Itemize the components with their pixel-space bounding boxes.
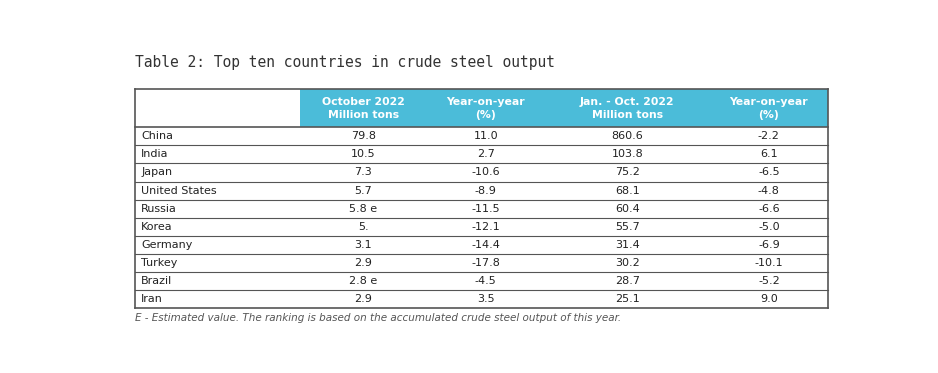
Text: 9.0: 9.0 — [760, 294, 778, 304]
Text: 2.9: 2.9 — [355, 294, 372, 304]
Text: 30.2: 30.2 — [615, 257, 640, 267]
Text: 3.1: 3.1 — [355, 239, 372, 250]
Text: -5.2: -5.2 — [758, 276, 779, 286]
Text: E - Estimated value. The ranking is based on the accumulated crude steel output : E - Estimated value. The ranking is base… — [135, 313, 622, 323]
Text: 103.8: 103.8 — [612, 150, 643, 160]
Text: 79.8: 79.8 — [351, 131, 375, 141]
Text: -6.5: -6.5 — [758, 167, 779, 178]
Text: 2.8 e: 2.8 e — [349, 276, 377, 286]
Text: 55.7: 55.7 — [615, 222, 640, 232]
Text: -10.6: -10.6 — [471, 167, 500, 178]
Text: 3.5: 3.5 — [477, 294, 494, 304]
Text: 68.1: 68.1 — [615, 185, 640, 195]
Text: Russia: Russia — [142, 204, 177, 213]
Text: -14.4: -14.4 — [471, 239, 500, 250]
Text: 2.7: 2.7 — [477, 150, 494, 160]
Text: -8.9: -8.9 — [475, 185, 496, 195]
Text: China: China — [142, 131, 174, 141]
Text: -4.5: -4.5 — [475, 276, 496, 286]
Text: Year-on-year
(%): Year-on-year (%) — [730, 97, 809, 120]
Text: United States: United States — [142, 185, 217, 195]
Text: 25.1: 25.1 — [615, 294, 640, 304]
Text: Turkey: Turkey — [142, 257, 177, 267]
Text: 10.5: 10.5 — [351, 150, 375, 160]
Text: 60.4: 60.4 — [615, 204, 640, 213]
Text: India: India — [142, 150, 169, 160]
Text: Brazil: Brazil — [142, 276, 173, 286]
Text: Iran: Iran — [142, 294, 163, 304]
Text: -11.5: -11.5 — [471, 204, 500, 213]
Text: Korea: Korea — [142, 222, 173, 232]
Text: 5.7: 5.7 — [355, 185, 372, 195]
Text: -2.2: -2.2 — [758, 131, 779, 141]
Text: 31.4: 31.4 — [615, 239, 640, 250]
Text: Table 2: Top ten countries in crude steel output: Table 2: Top ten countries in crude stee… — [135, 55, 555, 70]
Text: Japan: Japan — [142, 167, 173, 178]
Text: 2.9: 2.9 — [355, 257, 372, 267]
Text: 7.3: 7.3 — [355, 167, 372, 178]
Text: -6.6: -6.6 — [758, 204, 779, 213]
Text: Germany: Germany — [142, 239, 192, 250]
Text: -10.1: -10.1 — [754, 257, 783, 267]
Text: Year-on-year
(%): Year-on-year (%) — [446, 97, 525, 120]
Text: 860.6: 860.6 — [612, 131, 643, 141]
Text: 28.7: 28.7 — [614, 276, 640, 286]
Text: 6.1: 6.1 — [760, 150, 778, 160]
Text: October 2022
Million tons: October 2022 Million tons — [322, 97, 404, 120]
Text: 75.2: 75.2 — [614, 167, 640, 178]
Text: Jan. - Oct. 2022
Million tons: Jan. - Oct. 2022 Million tons — [580, 97, 674, 120]
Text: 5.8 e: 5.8 e — [349, 204, 377, 213]
Text: 11.0: 11.0 — [474, 131, 498, 141]
Text: -6.9: -6.9 — [758, 239, 779, 250]
Text: -5.0: -5.0 — [758, 222, 779, 232]
Text: -17.8: -17.8 — [471, 257, 500, 267]
Text: -4.8: -4.8 — [758, 185, 779, 195]
Text: -12.1: -12.1 — [471, 222, 500, 232]
Text: 5.: 5. — [358, 222, 369, 232]
